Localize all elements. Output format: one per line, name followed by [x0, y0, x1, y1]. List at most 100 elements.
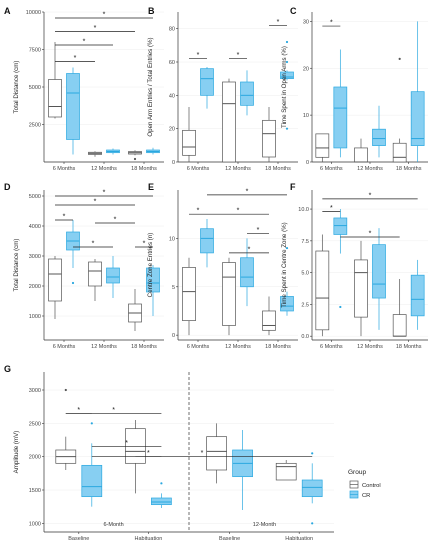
box-control — [48, 42, 62, 119]
y-tick-label: 5000 — [29, 85, 41, 91]
significance-star: * — [277, 19, 280, 26]
panel-label: F — [290, 182, 296, 192]
y-tick-label: 0.0 — [301, 334, 309, 340]
significance-star: * — [248, 246, 251, 253]
box-body — [410, 274, 425, 317]
y-axis-label: Total Distance (cm) — [13, 239, 20, 292]
outlier-point — [398, 57, 401, 60]
box-body — [315, 133, 330, 158]
box-control — [182, 257, 196, 336]
panel-d: D 1000 2000 3000 4000 5000 6 Months 12 Months 18… — [4, 182, 164, 350]
x-tick-label: 12 Months — [91, 166, 117, 172]
box-cr — [66, 67, 80, 155]
box-cr — [200, 67, 214, 109]
x-tick-label: 12 Months — [225, 166, 251, 172]
significance-bracket: * — [135, 241, 153, 248]
x-tick-label: 6 Months — [187, 166, 210, 172]
significance-bracket: * — [55, 25, 135, 32]
significance-star: * — [201, 450, 204, 457]
y-axis-label: Centre Zone Entries (n) — [147, 233, 154, 298]
box-control — [315, 234, 330, 337]
box-cr — [200, 219, 214, 268]
significance-bracket: * — [269, 19, 287, 26]
y-tick-label: 2500 — [29, 123, 41, 129]
significance-star: * — [112, 407, 115, 414]
box-cr — [301, 452, 323, 525]
y-tick-label: 2000 — [29, 455, 41, 461]
y-tick-label: 5000 — [29, 194, 41, 200]
outlier-point — [339, 305, 342, 309]
significance-star: * — [74, 55, 77, 62]
y-tick-label: 2000 — [29, 284, 41, 290]
x-tick-label: 18 Months — [396, 344, 422, 350]
box-body — [354, 259, 368, 318]
significance-star: * — [237, 208, 240, 215]
significance-star: * — [94, 25, 97, 32]
box-body — [66, 73, 80, 140]
panel-label: D — [4, 182, 11, 192]
significance-bracket: * — [55, 214, 73, 221]
y-tick-label: 1000 — [29, 314, 41, 320]
significance-star: * — [197, 52, 200, 59]
significance-bracket: * — [207, 208, 269, 215]
y-tick-label: 80 — [169, 27, 175, 33]
box-control — [354, 240, 368, 337]
significance-bracket: * — [65, 407, 162, 414]
panel-a: A 2500 5000 7500 10000 6 Months 12 Months 18 Mo… — [4, 6, 164, 172]
box-control — [206, 423, 227, 484]
significance-star: * — [77, 407, 80, 414]
box-body — [262, 119, 276, 158]
box-body — [301, 479, 323, 498]
x-tick-label: 18 Months — [265, 344, 291, 350]
significance-bracket: * — [322, 20, 341, 27]
y-tick-label: 3000 — [29, 254, 41, 260]
y-tick-label: 0 — [306, 160, 309, 166]
y-tick-label: 20 — [169, 127, 175, 133]
box-cr — [372, 105, 386, 158]
significance-bracket: * — [247, 227, 269, 234]
panel-c: C 0 10 20 30 6 Months 12 Months 18 Months Time S… — [281, 6, 428, 172]
y-tick-label: 40 — [169, 93, 175, 99]
outlier-point — [90, 422, 93, 425]
panel-f: F 0.0 2.5 5.0 7.5 10.0 6 Months 12 Months 18 Mon… — [281, 182, 428, 350]
y-tick-label: 5.0 — [301, 271, 309, 277]
box-cr — [410, 259, 425, 330]
panel-label: A — [4, 6, 11, 16]
significance-star: * — [237, 52, 240, 59]
box-control — [222, 257, 236, 336]
box-body — [182, 129, 196, 156]
y-tick-label: 3000 — [29, 388, 41, 394]
outlier-point — [285, 127, 289, 130]
box-body — [315, 250, 330, 331]
box-body — [392, 142, 407, 163]
x-tick-label: 6 Months — [320, 344, 343, 350]
box-body — [151, 497, 172, 506]
x-tick-label: 12 Months — [357, 344, 383, 350]
y-tick-label: 20 — [303, 66, 309, 72]
box-body — [262, 310, 276, 331]
significance-bracket: * — [55, 55, 95, 62]
significance-star: * — [103, 12, 106, 19]
box-control — [222, 78, 236, 163]
significance-bracket: * — [73, 241, 113, 248]
box-body — [200, 228, 214, 254]
box-body — [206, 436, 227, 471]
box-body — [48, 79, 62, 118]
y-tick-label: 10000 — [26, 10, 41, 16]
box-body — [275, 462, 297, 481]
significance-bracket: * — [322, 192, 418, 199]
significance-bracket: * — [189, 208, 207, 215]
box-body — [280, 71, 294, 80]
box-control — [88, 151, 102, 157]
significance-bracket: * — [55, 39, 113, 46]
box-body — [240, 81, 254, 106]
box-body — [372, 128, 386, 146]
y-tick-label: 2.5 — [301, 302, 309, 308]
x-tick-label: 6 Months — [187, 344, 210, 350]
legend: Group Control CR — [348, 469, 381, 499]
outlier-point — [311, 452, 314, 455]
outlier-point — [285, 40, 289, 44]
outlier-point — [64, 388, 67, 392]
y-tick-label: 0 — [172, 333, 175, 339]
